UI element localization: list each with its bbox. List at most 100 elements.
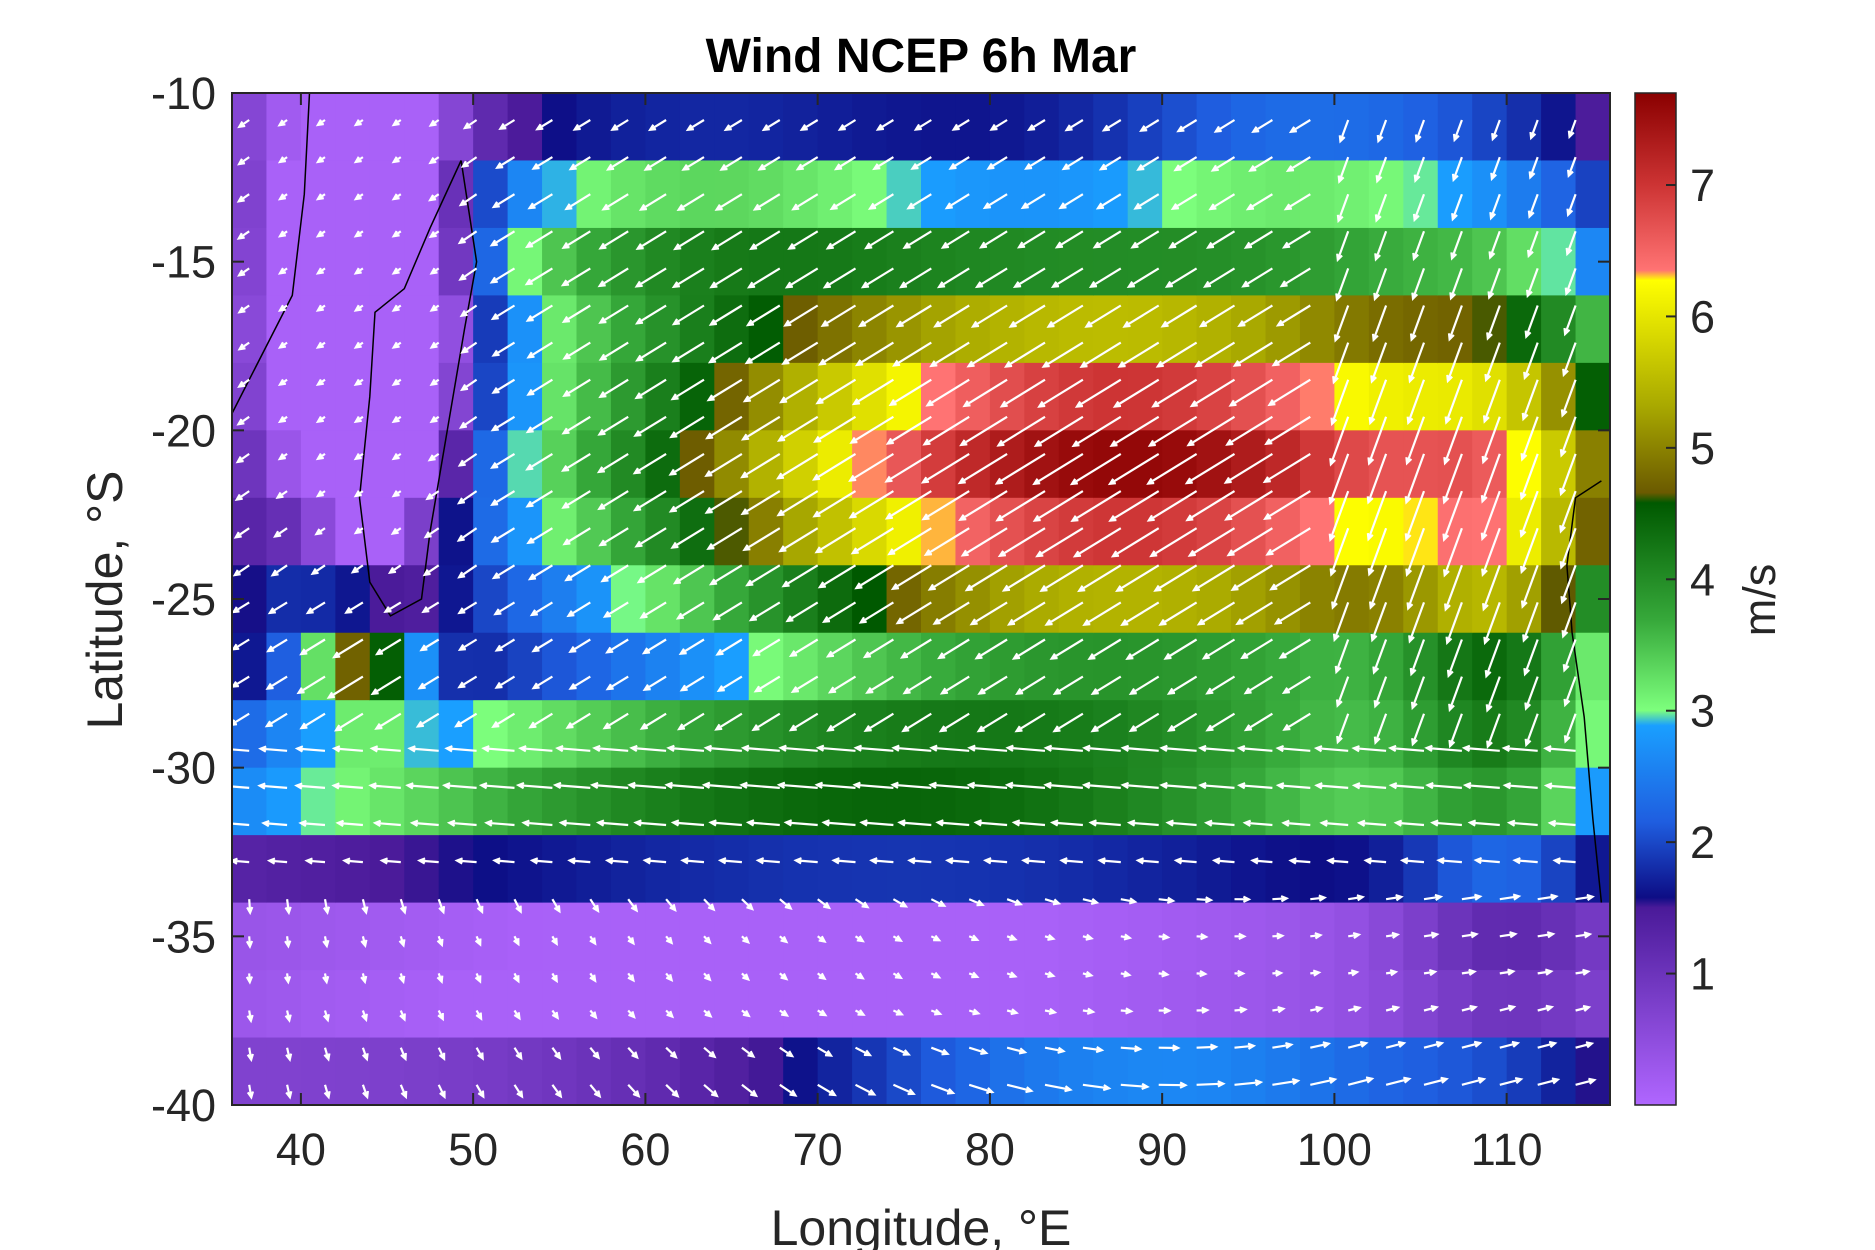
heatmap-cell <box>369 700 405 769</box>
wind-vector <box>598 378 629 399</box>
wind-vector <box>779 1083 798 1097</box>
wind-vector <box>270 564 288 577</box>
wind-vector <box>333 712 364 732</box>
wind-vector <box>1044 898 1062 906</box>
wind-vector <box>639 601 667 619</box>
wind-vector <box>978 230 1008 249</box>
wind-vector <box>783 819 818 827</box>
wind-vector <box>1326 857 1349 865</box>
wind-vector <box>634 527 667 548</box>
wind-vector <box>1082 1045 1105 1054</box>
wind-vector <box>323 899 331 915</box>
heatmap-cell <box>817 497 853 566</box>
heatmap-cell <box>817 295 853 364</box>
heatmap-cell <box>748 565 784 634</box>
wind-vector <box>1211 857 1235 865</box>
wind-vector <box>490 415 516 432</box>
wind-vector <box>902 675 932 695</box>
heatmap-cell <box>714 1037 750 1105</box>
wind-vector <box>944 857 970 865</box>
heatmap-cell <box>266 497 302 566</box>
wind-vector <box>1026 119 1046 132</box>
wind-vector <box>997 527 1046 558</box>
wind-vector <box>1006 1046 1028 1055</box>
heatmap-cell <box>1575 700 1610 769</box>
wind-vector <box>1267 378 1311 407</box>
wind-vector <box>527 193 553 210</box>
wind-vector <box>1092 230 1122 249</box>
wind-vector <box>1480 490 1501 542</box>
heatmap-cell <box>1196 970 1232 1039</box>
wind-vector <box>1406 564 1426 611</box>
heatmap-cell <box>714 295 750 364</box>
wind-vector <box>1373 713 1388 745</box>
wind-vector <box>817 1009 828 1017</box>
wind-vector <box>1263 490 1311 521</box>
wind-vector <box>1313 745 1349 753</box>
wind-vector <box>1564 268 1577 296</box>
heatmap-cell <box>1541 970 1577 1039</box>
wind-vector <box>927 564 970 591</box>
wind-vector <box>920 452 970 484</box>
wind-vector <box>525 452 553 471</box>
wind-vector <box>1151 378 1198 408</box>
wind-vector <box>273 527 288 538</box>
wind-vector <box>970 304 1008 328</box>
wind-vector <box>592 744 629 753</box>
wind-vector <box>891 744 932 752</box>
wind-vector <box>589 935 597 946</box>
heatmap-cell <box>1196 160 1232 229</box>
wind-vector <box>664 781 705 789</box>
wind-vector <box>265 675 288 690</box>
wind-vector <box>456 527 478 542</box>
wind-vector <box>261 819 288 828</box>
heatmap-cell <box>955 970 991 1039</box>
heatmap-cell <box>1403 160 1439 229</box>
wind-vector <box>932 601 970 625</box>
wind-vector <box>1467 819 1500 827</box>
wind-vector <box>1043 781 1083 789</box>
wind-vector <box>493 601 516 616</box>
wind-vector <box>562 341 591 360</box>
wind-vector <box>475 1084 485 1099</box>
wind-vector <box>474 935 482 947</box>
heatmap-cell <box>989 430 1025 499</box>
heatmap-cell <box>1265 700 1301 769</box>
wind-vector <box>910 156 932 170</box>
wind-vector <box>399 898 407 915</box>
wind-vector <box>968 898 985 907</box>
wind-vector <box>1090 712 1122 733</box>
wind-vector <box>531 156 553 170</box>
wind-vector <box>672 564 705 585</box>
heatmap-cell <box>852 767 888 836</box>
wind-vector <box>1423 1005 1440 1013</box>
heatmap-cell <box>679 700 715 769</box>
heatmap-cell <box>473 902 509 971</box>
wind-vector <box>627 935 635 946</box>
wind-vector <box>1522 602 1539 643</box>
wind-vector <box>817 898 832 910</box>
heatmap-cell <box>1058 970 1094 1039</box>
wind-vector <box>1499 1040 1521 1049</box>
wind-vector <box>1537 1077 1561 1086</box>
africa-coast <box>232 93 311 416</box>
wind-vector <box>1336 713 1350 745</box>
heatmap-cell <box>714 430 750 499</box>
wind-vector <box>331 745 363 753</box>
heatmap-cell <box>232 160 268 229</box>
wind-vector <box>671 304 705 326</box>
wind-vector <box>671 341 705 363</box>
heatmap-cell <box>679 160 715 229</box>
heatmap-cell <box>1403 1037 1439 1105</box>
wind-vector <box>1213 119 1236 133</box>
wind-vector <box>1288 119 1311 134</box>
wind-vector <box>1529 119 1539 141</box>
wind-vector <box>1423 893 1444 902</box>
heatmap-cell <box>473 430 509 499</box>
wind-vector <box>1369 564 1388 610</box>
heatmap-cell <box>645 430 681 499</box>
heatmap-cell <box>1575 430 1610 499</box>
wind-vector <box>428 119 440 127</box>
wind-vector <box>982 857 1008 865</box>
wind-vector <box>741 898 755 911</box>
